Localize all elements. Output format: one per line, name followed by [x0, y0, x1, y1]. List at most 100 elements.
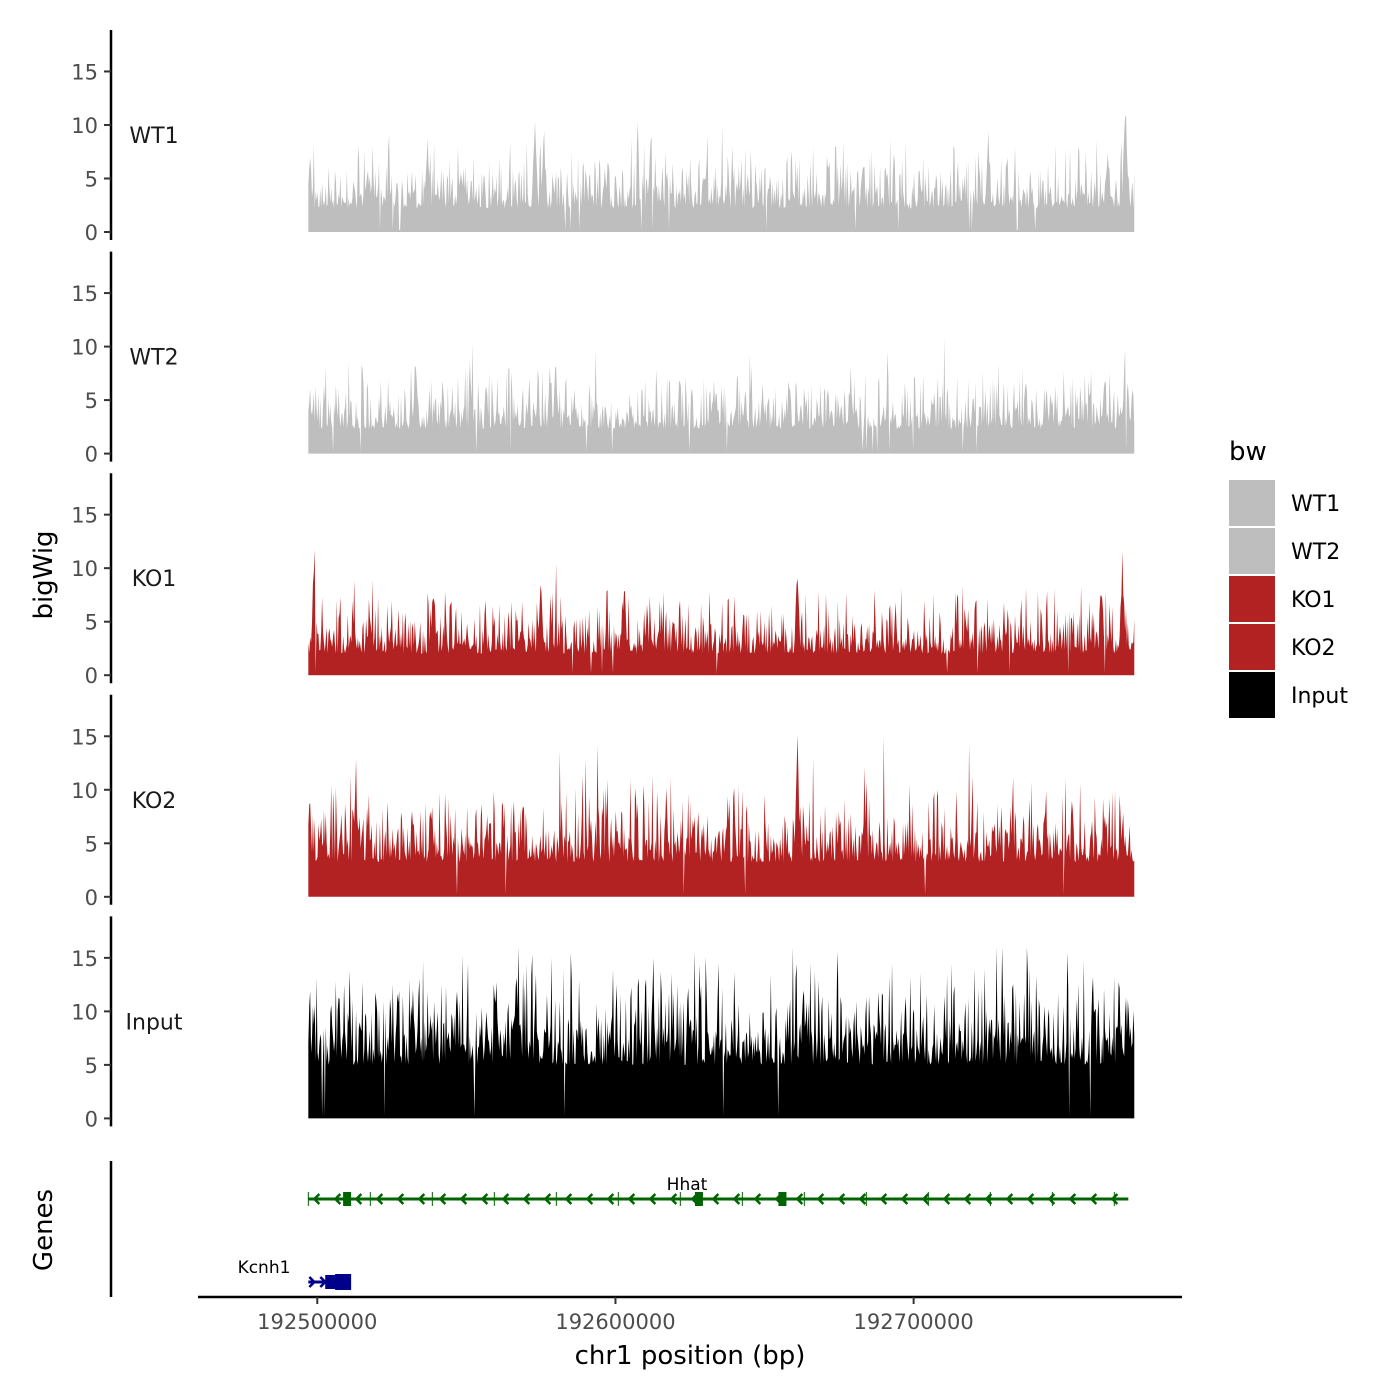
legend-item-input: Input — [1229, 672, 1348, 718]
strand-chevron — [753, 1193, 762, 1205]
strand-chevron — [984, 1193, 993, 1205]
strand-chevron — [711, 1193, 720, 1205]
track-label: WT2 — [129, 346, 178, 371]
track-input: 0 5 10 15 Input — [71, 916, 1135, 1131]
y-tick-label: 15 — [71, 725, 98, 749]
gene-kcnh1: Kcnh1 — [238, 1258, 352, 1290]
strand-chevron — [732, 1193, 741, 1205]
strand-chevron — [480, 1193, 489, 1205]
gene-annotation-panel: Hhat Kcnh1 192500000 192600000 192700000 — [109, 1161, 1182, 1334]
x-tick-label: 192500000 — [257, 1310, 377, 1334]
legend-item-wt1: WT1 — [1229, 480, 1340, 526]
y-tick-label: 10 — [71, 1000, 98, 1024]
signal-tracks: 0 5 10 15 WT1 0 5 10 15 WT2 0 5 10 15 KO1 0 5 10 15 KO2 0 5 10… — [71, 30, 1135, 1131]
legend-swatch — [1229, 624, 1275, 670]
strand-chevron — [501, 1193, 510, 1205]
strand-chevron — [837, 1193, 846, 1205]
signal-area-ko2 — [308, 734, 1135, 897]
strand-chevron — [606, 1193, 615, 1205]
strand-chevron — [312, 1193, 321, 1205]
y-tick-label: 10 — [71, 336, 98, 360]
signal-area-wt2 — [308, 337, 1135, 454]
track-label: KO1 — [132, 567, 177, 592]
legend-swatch — [1229, 528, 1275, 574]
y-tick-label: 5 — [85, 1054, 98, 1078]
legend-item-wt2: WT2 — [1229, 528, 1340, 574]
strand-chevron — [396, 1193, 405, 1205]
strand-chevron — [942, 1193, 951, 1205]
strand-chevron — [648, 1193, 657, 1205]
y-tick-label: 15 — [71, 60, 98, 84]
strand-chevron — [963, 1193, 972, 1205]
y-tick-label: 15 — [71, 947, 98, 971]
strand-chevron — [459, 1193, 468, 1205]
strand-chevron — [669, 1193, 678, 1205]
y-tick-label: 5 — [85, 389, 98, 413]
y-tick-label: 0 — [85, 221, 98, 245]
signal-area-ko1 — [308, 549, 1135, 676]
strand-chevron — [921, 1193, 930, 1205]
legend-label: KO1 — [1291, 588, 1336, 613]
y-tick-label: 5 — [85, 832, 98, 856]
exon-block — [335, 1274, 352, 1290]
track-label: KO2 — [132, 789, 177, 814]
y-tick-label: 5 — [85, 167, 98, 191]
track-label: Input — [126, 1010, 183, 1035]
gene-hhat: Hhat — [307, 1175, 1129, 1206]
legend-item-ko2: KO2 — [1229, 624, 1336, 670]
strand-chevron — [522, 1193, 531, 1205]
track-ko2: 0 5 10 15 KO2 — [71, 694, 1135, 910]
legend-title: bw — [1229, 437, 1267, 467]
signal-area-wt1 — [308, 115, 1135, 232]
y-tick-label: 10 — [71, 557, 98, 581]
legend-item-ko1: KO1 — [1229, 576, 1336, 622]
y-tick-label: 0 — [85, 886, 98, 910]
track-wt1: 0 5 10 15 WT1 — [71, 30, 1135, 245]
legend-swatch — [1229, 576, 1275, 622]
strand-chevron — [1005, 1193, 1014, 1205]
legend: bw WT1 WT2 KO1 KO2 Input — [1229, 437, 1348, 718]
x-axis-ticks: 192500000 192600000 192700000 — [257, 1297, 974, 1334]
exon-block — [325, 1275, 334, 1289]
y-tick-label: 5 — [85, 611, 98, 635]
y-tick-label: 15 — [71, 504, 98, 528]
strand-chevron — [417, 1193, 426, 1205]
y-axis-title: bigWig — [29, 530, 59, 619]
track-wt2: 0 5 10 15 WT2 — [71, 251, 1135, 467]
legend-label: WT1 — [1291, 492, 1340, 517]
y-tick-label: 10 — [71, 779, 98, 803]
y-tick-label: 0 — [85, 664, 98, 688]
track-label: WT1 — [129, 124, 178, 149]
gene-label: Hhat — [667, 1175, 708, 1195]
legend-swatch — [1229, 672, 1275, 718]
strand-chevron — [900, 1193, 909, 1205]
legend-swatch — [1229, 480, 1275, 526]
strand-chevron — [858, 1193, 867, 1205]
strand-chevron — [308, 1276, 317, 1288]
strand-chevron — [627, 1193, 636, 1205]
strand-chevron — [1110, 1193, 1119, 1205]
strand-chevron — [879, 1193, 888, 1205]
exon-block — [778, 1192, 787, 1206]
strand-chevron — [585, 1193, 594, 1205]
y-tick-label: 15 — [71, 282, 98, 306]
x-axis-title: chr1 position (bp) — [575, 1341, 806, 1371]
strand-chevron — [375, 1193, 384, 1205]
strand-chevron — [1089, 1193, 1098, 1205]
strand-chevron — [354, 1193, 363, 1205]
strand-chevron — [438, 1193, 447, 1205]
signal-area-input — [308, 947, 1135, 1119]
strand-chevron — [564, 1193, 573, 1205]
gene-label: Kcnh1 — [238, 1258, 291, 1278]
legend-label: Input — [1291, 684, 1348, 709]
strand-chevron — [543, 1193, 552, 1205]
y-tick-label: 0 — [85, 443, 98, 467]
x-tick-label: 192600000 — [555, 1310, 675, 1334]
y-tick-label: 0 — [85, 1107, 98, 1131]
x-tick-label: 192700000 — [854, 1310, 974, 1334]
track-ko1: 0 5 10 15 KO1 — [71, 473, 1135, 688]
strand-chevron — [1026, 1193, 1035, 1205]
strand-chevron — [816, 1193, 825, 1205]
strand-chevron — [333, 1193, 342, 1205]
legend-label: WT2 — [1291, 540, 1340, 565]
